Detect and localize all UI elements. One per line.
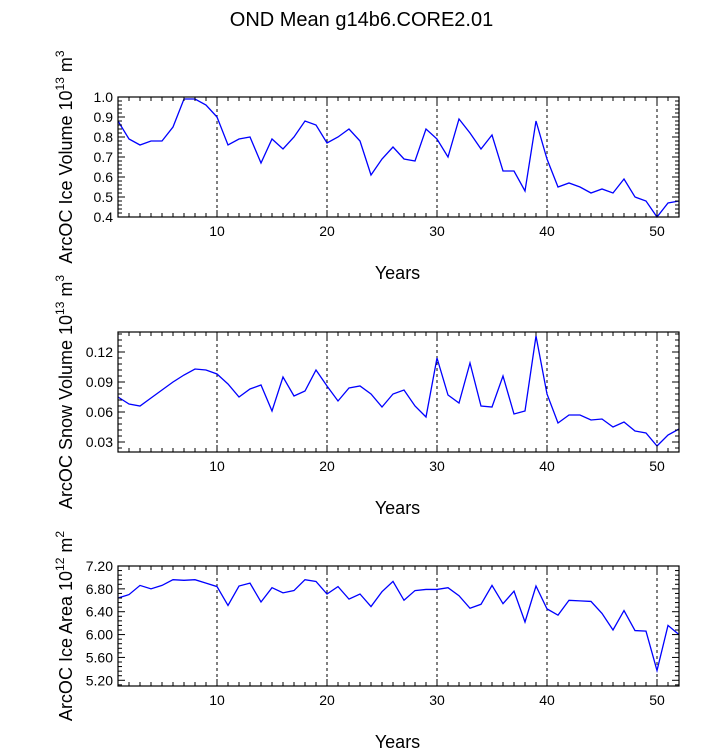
y-tick-label: 7.20	[86, 558, 113, 574]
y-tick-label: 0.03	[86, 434, 113, 450]
x-tick-label: 40	[539, 458, 555, 474]
x-tick-label: 10	[209, 223, 225, 239]
plot-frame	[117, 331, 680, 453]
plot-panel-1: 10 20 30 40 50 0.4 0.5 0.6 0.7 0.8 0.9 1.0 Years ArcO…	[53, 50, 680, 283]
y-tick-label: 1.0	[94, 89, 114, 105]
y-axis-label: ArcOC Ice Area 1012 m2	[53, 531, 76, 721]
plot-panel-2: 10 20 30 40 50 0.03 0.06 0.09 0.12 Years ArcOC Sno…	[53, 275, 680, 518]
y-axis-label-part: 13	[53, 77, 67, 91]
y-tick-label: 6.40	[86, 604, 113, 620]
data-series-line	[117, 579, 680, 674]
y-axis-label: ArcOC Snow Volume 1013 m3	[53, 275, 76, 509]
y-axis-label-part: 3	[53, 275, 67, 282]
x-axis-label: Years	[375, 732, 420, 749]
x-tick-label: 30	[429, 223, 445, 239]
x-tick-label: 20	[319, 458, 335, 474]
x-tick-label: 40	[539, 692, 555, 708]
y-tick-label: 0.8	[94, 129, 114, 145]
y-tick-label: 6.80	[86, 581, 113, 597]
x-tick-label: 50	[649, 458, 665, 474]
y-axis-label-part: m	[56, 57, 76, 77]
plot-frame	[117, 96, 680, 218]
y-tick-label: 5.60	[86, 649, 113, 665]
y-tick-label: 0.12	[86, 344, 113, 360]
x-tick-label: 30	[429, 692, 445, 708]
data-series-line	[117, 335, 680, 447]
x-tick-label: 40	[539, 223, 555, 239]
x-tick-label: 10	[209, 692, 225, 708]
x-tick-label: 50	[649, 692, 665, 708]
x-tick-label: 10	[209, 458, 225, 474]
y-axis-label-part: ArcOC Ice Volume 10	[56, 90, 76, 263]
y-tick-label: 6.00	[86, 627, 113, 643]
y-axis-label: ArcOC Ice Volume 1013 m3	[53, 50, 76, 263]
x-tick-label: 50	[649, 223, 665, 239]
plot-frame	[117, 565, 680, 687]
x-axis-label: Years	[375, 263, 420, 283]
x-tick-label: 30	[429, 458, 445, 474]
y-tick-label: 0.6	[94, 169, 114, 185]
y-tick-label: 0.5	[94, 189, 114, 205]
x-tick-label: 20	[319, 692, 335, 708]
y-axis-label-part: 3	[53, 50, 67, 57]
y-tick-label: 0.09	[86, 374, 113, 390]
y-axis-label-part: ArcOC Ice Area 10	[56, 571, 76, 721]
y-tick-label: 0.06	[86, 404, 113, 420]
chart-title: OND Mean g14b6.CORE2.01	[229, 9, 494, 31]
plot-panel-3: 10 20 30 40 50 5.20 5.60 6.00 6.40 6.80 7.20 Years A…	[53, 531, 680, 749]
y-axis-label-part: ArcOC Snow Volume 10	[56, 315, 76, 509]
y-axis-label-part: 2	[53, 531, 67, 538]
y-axis-label-part: 13	[53, 301, 67, 315]
y-tick-label: 0.4	[94, 209, 114, 225]
y-tick-label: 5.20	[86, 672, 113, 688]
y-tick-label: 0.7	[94, 149, 114, 165]
x-tick-label: 20	[319, 223, 335, 239]
x-axis-label: Years	[375, 498, 420, 518]
y-axis-label-part: m	[56, 538, 76, 558]
y-tick-label: 0.9	[94, 109, 114, 125]
y-axis-label-part: 12	[53, 557, 67, 571]
y-axis-label-part: m	[56, 282, 76, 302]
data-series-line	[117, 98, 680, 219]
